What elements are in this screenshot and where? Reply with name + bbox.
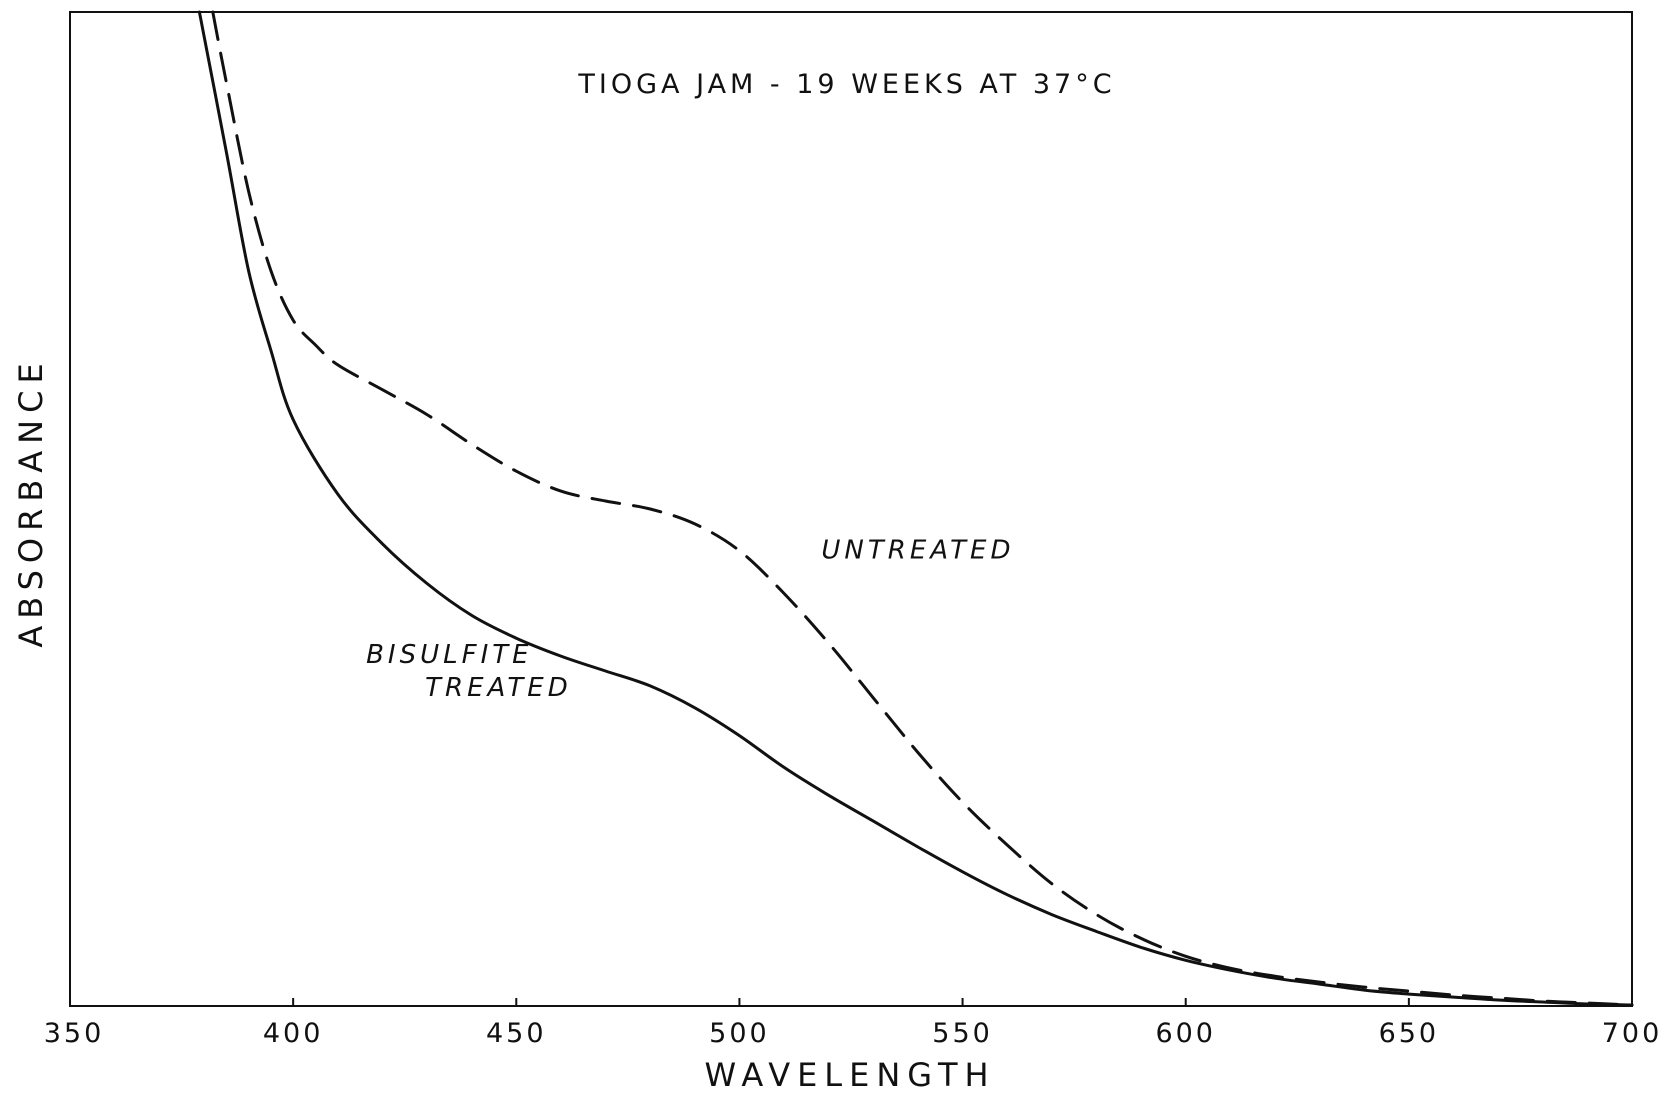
- chart-title: TIOGA JAM - 19 WEEKS AT 37°C: [577, 69, 1115, 100]
- y-axis-label: ABSORBANCE: [12, 356, 50, 647]
- x-axis-label: WAVELENGTH: [704, 1056, 995, 1094]
- annotation-untreated: UNTREATED: [821, 536, 1014, 566]
- x-axis-ticks: [292, 998, 1410, 1006]
- x-tick-label-600: 600: [1155, 1018, 1216, 1049]
- x-tick-label-650: 650: [1379, 1018, 1440, 1049]
- x-tick-label-500: 500: [709, 1018, 770, 1049]
- x-tick-label-400: 400: [263, 1018, 324, 1049]
- annotation-treated: TREATED: [425, 673, 572, 703]
- x-tick-label-700: 700: [1602, 1018, 1663, 1049]
- x-axis-tick-labels: 350 400 450 500 550 600 650 700: [44, 1018, 1663, 1049]
- x-tick-label-550: 550: [932, 1018, 993, 1049]
- series-bisulfite-treated: [197, 10, 1634, 1007]
- x-tick-label-450: 450: [486, 1018, 547, 1049]
- series-untreated: [211, 10, 1634, 1007]
- plot-frame: [69, 11, 1633, 1007]
- annotation-bisulfite: BISULFITE: [366, 640, 532, 670]
- x-tick-label-350: 350: [44, 1018, 105, 1049]
- series-layer: [197, 10, 1634, 1007]
